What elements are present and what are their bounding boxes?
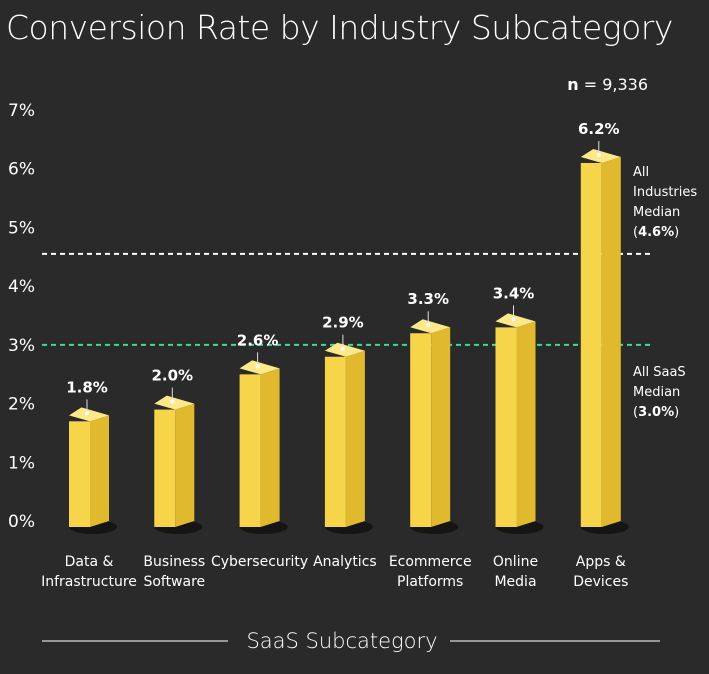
bar-side [175,403,195,527]
category-label: Ecommerce [389,554,472,570]
bar-front [69,421,90,527]
bar-top [495,313,536,328]
bar: 2.0% [151,367,203,534]
bar-top [324,342,365,357]
y-axis: 0% 1% 2% 3% 4% 5% 6% 7% [8,101,35,532]
sample-size-prefix: n [567,75,578,94]
category-label: Software [143,574,205,590]
reference-line-label: All [633,165,649,180]
y-tick-label: 3% [8,336,35,356]
category-label: Data & [65,554,114,570]
reference-line-value: (4.6%) [633,225,679,240]
bar-marker-dot [85,411,89,416]
bar-front [580,162,602,527]
bar: 3.4% [493,284,544,534]
y-tick-label: 2% [8,395,35,415]
y-tick-label: 6% [8,160,35,180]
reference-line-value: (3.0%) [633,405,679,420]
bar-top [239,360,280,375]
reference-line-label: Median [633,385,680,400]
bar-marker-dot [255,364,260,369]
reference-lines: All Industries Median (4.6%) All SaaS Median (… [42,165,697,420]
bar-side [90,415,109,527]
bar-side [345,350,365,527]
bar-marker-dot [511,317,516,322]
bar-marker-dot [426,323,431,328]
x-axis-title: SaaS Subcategory [246,629,437,653]
bar-side [601,156,621,527]
y-tick-label: 0% [8,512,35,532]
bar-marker-dot [596,152,601,157]
bar-top [410,319,451,334]
chart-title: Conversion Rate by Industry Subcategory [6,8,673,47]
reference-line-label: Median [633,205,680,220]
bar-value-label: 2.6% [237,331,279,349]
category-label: Online [493,554,538,570]
bar: 6.2% [578,120,629,534]
bar-marker-dot [170,399,175,404]
y-tick-label: 4% [8,277,35,297]
y-tick-label: 7% [8,101,35,121]
category-label: Apps & [576,554,626,570]
bar-value-label: 2.9% [322,314,364,332]
bar-front [495,327,517,527]
category-labels: Data & Infrastructure Business Software Cybe… [41,554,628,590]
bar-side [260,368,280,527]
bar: 1.8% [66,378,117,534]
reference-line-label: All SaaS [633,365,686,380]
bar-value-label: 3.4% [493,284,535,302]
category-label: Media [494,574,536,590]
bar-side [516,321,536,527]
category-label: Business [143,554,205,570]
bar: 2.6% [237,331,288,534]
category-label: Cybersecurity [211,554,308,570]
sample-size-value: = 9,336 [579,75,648,94]
bar: 3.3% [407,290,459,534]
sample-size-label: n = 9,336 [567,75,648,94]
bar-side [431,327,451,527]
bar-value-label: 1.8% [66,378,108,396]
bar-value-label: 2.0% [151,367,193,385]
bar-front [324,356,346,527]
bar-value-label: 6.2% [578,120,620,138]
bar-top [580,148,621,163]
category-label: Analytics [313,554,377,570]
category-label: Infrastructure [41,574,137,590]
bars: 1.8% 2.0% 2.6% 2.9% 3.3% 3.4% 6.2% [66,120,629,534]
bar-front [410,333,432,527]
bar-front [154,409,176,527]
y-tick-label: 5% [8,218,35,238]
reference-line-label: Industries [633,185,697,200]
bar-top [69,407,109,422]
category-label: Devices [573,574,628,590]
bar-top [154,395,195,410]
y-tick-label: 1% [8,453,35,473]
category-label: Platforms [397,574,463,590]
bar-value-label: 3.3% [407,290,449,308]
bar-front [239,374,261,527]
bar: 2.9% [322,314,373,534]
bar-marker-dot [340,346,345,351]
